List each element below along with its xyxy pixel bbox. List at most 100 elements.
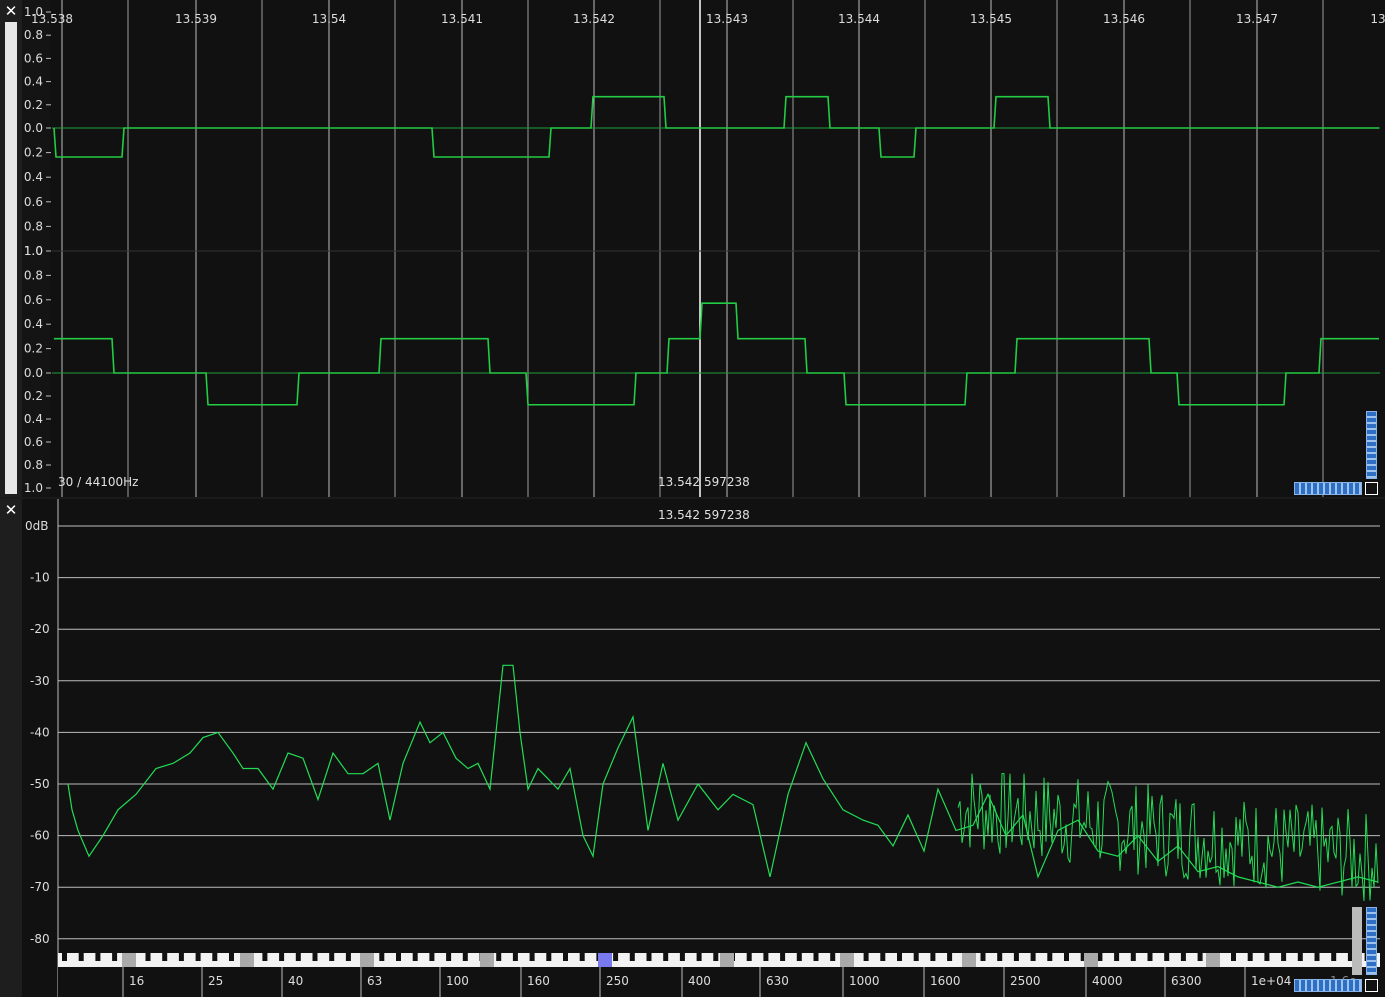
piano-black-key — [1064, 953, 1069, 961]
piano-black-key — [1314, 953, 1320, 961]
waveform-plot[interactable]: 13.538 13.539 13.54 13.541 13.542 13.543 13.54… — [0, 0, 1385, 497]
time-tick-label: 13.539 — [175, 12, 217, 26]
waveform-vertical-zoom[interactable] — [1366, 411, 1377, 479]
waveform-left-bar: ✕ — [0, 0, 22, 497]
spectrum-horizontal-zoom[interactable] — [1294, 979, 1362, 992]
spectrum-plot[interactable]: 0dB -10 -20 -30 -40 -50 -60 -70 -80 16 25 40 63 100 16… — [0, 499, 1385, 997]
piano-black-key — [1147, 953, 1153, 961]
freq-label: 1e+04 — [1251, 974, 1291, 988]
waveform-cursor-value: 597238 — [704, 475, 750, 489]
freq-label: 40 — [288, 974, 303, 988]
freq-label: 4000 — [1092, 974, 1123, 988]
piano-black-key — [95, 953, 101, 961]
piano-octave-marker — [1084, 953, 1098, 967]
piano-black-key — [1331, 953, 1337, 961]
piano-black-key — [412, 953, 418, 961]
piano-octave-marker — [840, 953, 854, 967]
piano-current-key — [598, 953, 612, 967]
piano-black-key — [713, 953, 719, 961]
freq-axis — [58, 967, 1380, 997]
waveform-zoom-reset-button[interactable] — [1365, 482, 1378, 495]
piano-black-key — [947, 953, 953, 961]
spectrum-close-button[interactable]: ✕ — [4, 501, 18, 519]
piano-black-key — [195, 953, 201, 961]
piano-octave-marker — [240, 953, 254, 967]
piano-black-key — [1013, 953, 1019, 961]
piano-black-key — [1097, 953, 1103, 961]
piano-black-key — [579, 953, 585, 961]
time-tick-label-partial: 13 — [1370, 12, 1385, 26]
freq-label: 2500 — [1010, 974, 1041, 988]
piano-octave-marker — [480, 953, 494, 967]
spectrum-cursor-value: 597238 — [704, 508, 750, 522]
piano-black-key — [679, 953, 685, 961]
piano-black-key — [746, 953, 752, 961]
piano-black-key — [1264, 953, 1270, 961]
piano-black-key — [446, 953, 452, 961]
channel1-amp-label: 0.8 — [24, 28, 43, 42]
channel2-amp-label: 0.2 — [24, 342, 43, 356]
piano-black-key — [312, 953, 318, 961]
time-tick-label: 13.54 — [312, 12, 346, 26]
freq-label: 250 — [606, 974, 629, 988]
time-tick-label: 13.541 — [441, 12, 483, 26]
piano-black-key — [1197, 953, 1203, 961]
piano-black-key — [830, 953, 836, 961]
time-tick-label: 13.538 — [31, 12, 73, 26]
time-tick-label: 13.547 — [1236, 12, 1278, 26]
freq-label: 25 — [208, 974, 223, 988]
time-tick-label: 13.546 — [1103, 12, 1145, 26]
waveform-horizontal-zoom[interactable] — [1294, 482, 1362, 495]
piano-black-key — [1164, 953, 1170, 961]
channel2-amp-label: 0.2 — [24, 389, 43, 403]
waveform-cursor-time: 13.542 — [658, 475, 700, 489]
channel1-amp-label: 0.6 — [24, 51, 43, 65]
piano-black-key — [178, 953, 184, 961]
db-label: -50 — [30, 777, 50, 791]
piano-black-key — [295, 953, 301, 961]
piano-black-key — [496, 953, 502, 961]
spectrum-noise-band — [957, 773, 1379, 902]
spectrum-level-slider[interactable] — [1352, 907, 1362, 975]
piano-black-key — [1180, 953, 1186, 961]
freq-label: 6300 — [1171, 974, 1202, 988]
spectrum-cursor-time: 13.542 — [658, 508, 700, 522]
waveform-vertical-scrollbar[interactable] — [5, 22, 17, 494]
freq-label: 630 — [766, 974, 789, 988]
db-label: -30 — [30, 674, 50, 688]
piano-black-key — [1114, 953, 1120, 961]
channel2-amp-label: 1.0 — [24, 244, 43, 258]
db-label: -20 — [30, 622, 50, 636]
piano-black-key — [1130, 953, 1136, 961]
waveform-close-button[interactable]: ✕ — [4, 2, 18, 20]
piano-black-key — [462, 953, 468, 961]
waveform-amp-axis — [22, 0, 50, 497]
waveform-background — [22, 0, 1385, 497]
piano-black-key — [1297, 953, 1303, 961]
piano-black-key — [663, 953, 669, 961]
channel2-amp-label: 0.4 — [24, 412, 43, 426]
spectrum-vertical-zoom[interactable] — [1366, 907, 1377, 975]
channel2-amp-label: 1.0 — [24, 481, 43, 495]
spectrum-zoom-reset-button[interactable] — [1365, 979, 1378, 992]
piano-black-key — [1347, 953, 1353, 961]
piano-black-key — [429, 953, 435, 961]
piano-black-key — [229, 953, 234, 961]
piano-black-key — [1047, 953, 1053, 961]
piano-black-key — [279, 953, 285, 961]
channel1-amp-label: 1.0 — [24, 5, 43, 19]
time-tick-label: 13.545 — [970, 12, 1012, 26]
time-tick-label: 13.544 — [838, 12, 880, 26]
db-label: -10 — [30, 571, 50, 585]
piano-black-key — [1080, 953, 1086, 961]
spectrum-background — [22, 499, 1385, 997]
piano-black-key — [696, 953, 702, 961]
piano-black-key — [1247, 953, 1253, 961]
channel2-amp-label: 0.6 — [24, 293, 43, 307]
db-label: -40 — [30, 725, 50, 739]
db-label: -60 — [30, 829, 50, 843]
piano-black-key — [930, 953, 936, 961]
channel1-amp-label: 0.2 — [24, 98, 43, 112]
freq-label: 16 — [129, 974, 144, 988]
db-label: -70 — [30, 880, 50, 894]
